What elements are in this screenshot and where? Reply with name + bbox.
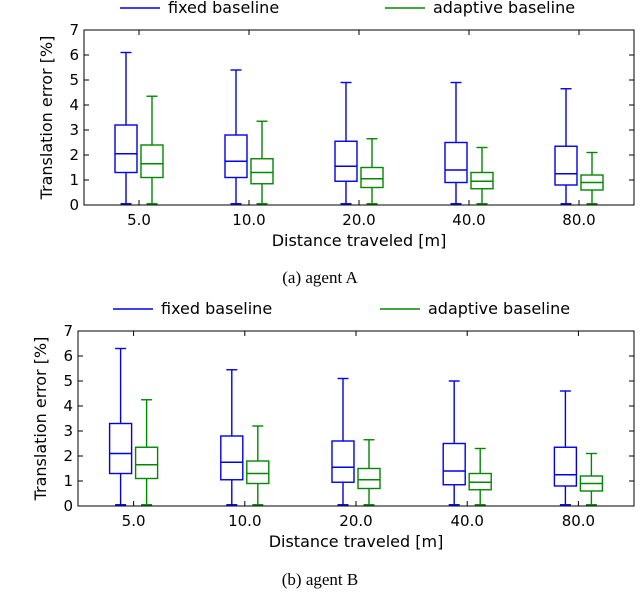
box-adaptive-3: [468, 447, 492, 506]
box-body: [442, 442, 466, 486]
box-body: [134, 446, 159, 480]
y-tick-label: 7: [69, 21, 79, 39]
box-adaptive-0: [134, 399, 159, 506]
box-body: [220, 435, 244, 481]
box-body: [140, 144, 164, 179]
legend-entry-fixed: fixed baseline: [113, 299, 272, 318]
box-body: [246, 460, 270, 485]
box-fixed-3: [444, 81, 468, 205]
box-body: [331, 440, 355, 483]
legend-label: adaptive baseline: [433, 0, 575, 17]
y-tick-label: 5: [63, 372, 73, 390]
legend-label: fixed baseline: [168, 0, 279, 17]
y-tick-label: 7: [63, 322, 73, 340]
legend-label: adaptive baseline: [428, 299, 570, 318]
box-body: [360, 166, 384, 189]
y-tick-label: 5: [69, 71, 79, 89]
x-tick-label: 80.0: [562, 512, 595, 530]
x-axis-label: Distance traveled [m]: [269, 532, 444, 551]
y-axis-label: Translation error [%]: [31, 337, 50, 502]
figure-caption: (b) agent B: [282, 570, 358, 589]
box-adaptive-1: [246, 425, 270, 506]
plot-frame: [77, 330, 635, 507]
plot-frame: [83, 29, 635, 206]
y-tick-label: 4: [69, 96, 79, 114]
box-adaptive-2: [360, 138, 384, 205]
x-tick-label: 20.0: [342, 211, 375, 229]
x-tick-label: 10.0: [232, 211, 265, 229]
x-tick-label: 10.0: [228, 512, 261, 530]
box-fixed-1: [220, 369, 244, 506]
box-adaptive-4: [580, 151, 604, 205]
box-fixed-2: [334, 81, 358, 205]
box-adaptive-4: [579, 452, 604, 506]
box-adaptive-1: [250, 120, 274, 205]
box-body: [553, 446, 578, 487]
y-tick-label: 2: [69, 146, 79, 164]
box-fixed-0: [114, 51, 138, 205]
box-adaptive-3: [470, 146, 494, 205]
x-tick-label: 40.0: [450, 512, 483, 530]
y-tick-label: 4: [63, 397, 73, 415]
box-body: [357, 467, 381, 490]
box-body: [250, 158, 274, 185]
x-tick-label: 5.0: [122, 512, 146, 530]
box-body: [114, 124, 138, 174]
y-tick-label: 6: [63, 347, 73, 365]
x-tick-label: 20.0: [339, 512, 372, 530]
box-adaptive-2: [357, 439, 381, 506]
x-tick-label: 40.0: [452, 211, 485, 229]
y-tick-label: 3: [63, 422, 73, 440]
x-tick-label: 80.0: [562, 211, 595, 229]
box-body: [554, 145, 578, 186]
legend-entry-fixed: fixed baseline: [120, 0, 279, 17]
y-tick-label: 1: [69, 171, 79, 189]
y-tick-label: 3: [69, 121, 79, 139]
box-fixed-0: [108, 347, 133, 506]
chart-agent-b: 0 1 2 3 4 5 6 7 5.0 10.0 20.0 40.0 80.0 Distance trav…: [31, 299, 635, 589]
y-tick-label: 1: [63, 472, 73, 490]
box-fixed-2: [331, 377, 355, 506]
box-fixed-3: [442, 380, 466, 506]
box-body: [444, 141, 468, 184]
box-body: [224, 134, 248, 179]
legend-entry-adaptive: adaptive baseline: [380, 299, 570, 318]
box-fixed-4: [553, 390, 578, 506]
box-fixed-4: [554, 88, 578, 205]
box-fixed-1: [224, 69, 248, 205]
y-tick-label: 2: [63, 447, 73, 465]
legend-label: fixed baseline: [161, 299, 272, 318]
legend-entry-adaptive: adaptive baseline: [385, 0, 575, 17]
y-axis-label: Translation error [%]: [37, 36, 56, 201]
box-body: [334, 140, 358, 182]
x-axis-label: Distance traveled [m]: [272, 231, 447, 250]
y-tick-label: 6: [69, 46, 79, 64]
figure-caption: (a) agent A: [282, 268, 358, 287]
box-body: [108, 422, 133, 475]
x-tick-label: 5.0: [127, 211, 151, 229]
box-adaptive-0: [140, 95, 164, 205]
chart-agent-a: 0 1 2 3 4 5 6 7 5.0 10.0 20.0 40.0 80.0 Distance trav…: [37, 0, 635, 287]
y-tick-label: 0: [63, 497, 73, 515]
y-tick-label: 0: [69, 196, 79, 214]
